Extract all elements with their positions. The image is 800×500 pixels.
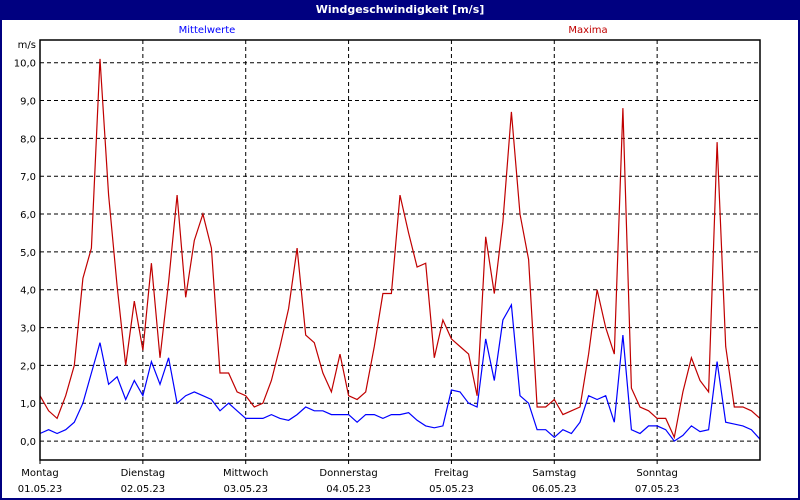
grid bbox=[40, 40, 760, 460]
window-title: Windgeschwindigkeit [m/s] bbox=[315, 3, 485, 16]
chart: m/s Mittelwerte Maxima 0,0 1,0 2,0 3,0 4,0 5,… bbox=[14, 25, 761, 495]
y-tick-label: 9,0 bbox=[20, 97, 36, 108]
x-tick-date: 06.05.23 bbox=[532, 484, 577, 495]
y-ticks: 0,0 1,0 2,0 3,0 4,0 5,0 6,0 7,0 8,0 9,0 10,0 bbox=[14, 59, 36, 448]
x-tick-day: Mittwoch bbox=[223, 468, 268, 479]
x-tick-day: Sonntag bbox=[636, 468, 678, 479]
x-tick-date: 04.05.23 bbox=[326, 484, 371, 495]
y-tick-label: 4,0 bbox=[20, 286, 36, 297]
x-tick-date: 07.05.23 bbox=[635, 484, 680, 495]
x-tick-date: 02.05.23 bbox=[121, 484, 166, 495]
legend-maxima: Maxima bbox=[568, 25, 607, 36]
y-axis-label: m/s bbox=[18, 40, 36, 51]
series-line-maxima bbox=[39, 58, 761, 440]
y-tick-label: 7,0 bbox=[20, 172, 36, 183]
y-tick-label: 2,0 bbox=[20, 361, 36, 372]
x-tick-day: Samstag bbox=[532, 468, 576, 479]
x-tick-date: 03.05.23 bbox=[223, 484, 268, 495]
series-line-mittelwerte bbox=[39, 302, 761, 442]
y-tick-label: 5,0 bbox=[20, 248, 36, 259]
y-tick-label: 3,0 bbox=[20, 324, 36, 335]
y-tick-label: 6,0 bbox=[20, 210, 36, 221]
x-tick-day: Freitag bbox=[434, 468, 468, 479]
x-tick-date: 05.05.23 bbox=[429, 484, 474, 495]
x-tick-day: Montag bbox=[21, 468, 58, 479]
y-tick-label: 0,0 bbox=[20, 437, 36, 448]
x-tick-day: Donnerstag bbox=[319, 468, 377, 479]
x-tick-day: Dienstag bbox=[121, 468, 166, 479]
y-tick-label: 10,0 bbox=[14, 59, 36, 70]
y-tick-label: 8,0 bbox=[20, 134, 36, 145]
y-tick-label: 1,0 bbox=[20, 399, 36, 410]
series-lines bbox=[39, 58, 761, 442]
legend-mittelwerte: Mittelwerte bbox=[179, 25, 236, 36]
chart-panel: m/s Mittelwerte Maxima 0,0 1,0 2,0 3,0 4,0 5,… bbox=[2, 20, 798, 498]
plot-frame bbox=[39, 39, 761, 461]
x-tick-date: 01.05.23 bbox=[18, 484, 63, 495]
x-ticks: Montag 01.05.23 Dienstag 02.05.23 Mittwoch 03… bbox=[18, 460, 680, 495]
